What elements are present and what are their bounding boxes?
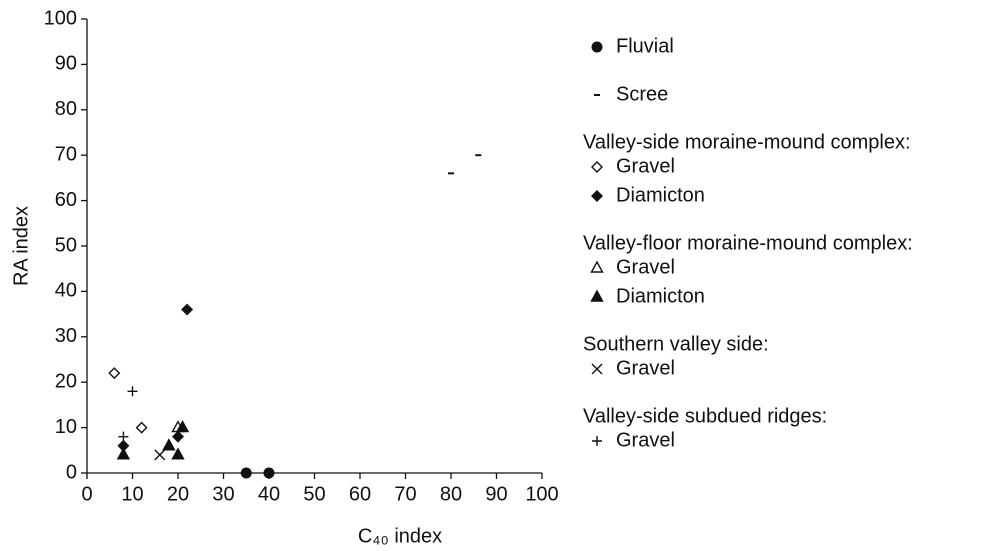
y-tick-label: 80 xyxy=(55,98,77,120)
y-axis-label: RA index xyxy=(10,206,32,286)
y-tick-label: 100 xyxy=(44,7,77,29)
legend-marker xyxy=(592,436,602,446)
x-tick-label: 80 xyxy=(440,483,462,505)
y-tick-label: 30 xyxy=(55,325,77,347)
point xyxy=(171,447,185,460)
x-axis-label: C₄₀ index xyxy=(358,525,442,547)
legend-marker xyxy=(591,190,603,202)
legend-label: Diamicton xyxy=(616,285,705,307)
legend-label: Scree xyxy=(616,83,668,105)
y-tick-label: 20 xyxy=(55,370,77,392)
legend-marker xyxy=(591,161,603,173)
x-tick-label: 20 xyxy=(167,483,189,505)
legend-label: Gravel xyxy=(616,357,675,379)
point xyxy=(135,421,148,434)
legend-marker xyxy=(591,363,603,375)
point xyxy=(127,386,138,397)
point xyxy=(118,431,129,442)
y-tick-label: 50 xyxy=(55,234,77,256)
x-tick-label: 10 xyxy=(121,483,143,505)
x-tick-label: 0 xyxy=(81,483,92,505)
legend-heading: Valley-side subdued ridges: xyxy=(583,405,827,427)
legend-label: Gravel xyxy=(616,256,675,278)
y-tick-label: 10 xyxy=(55,416,77,438)
legend-heading: Southern valley side: xyxy=(583,333,769,355)
point xyxy=(172,430,184,443)
point xyxy=(162,438,176,451)
legend-marker xyxy=(590,260,604,273)
y-tick-label: 60 xyxy=(55,189,77,211)
legend-marker xyxy=(590,289,604,302)
point xyxy=(175,420,190,433)
x-tick-label: 70 xyxy=(394,483,416,505)
point xyxy=(154,449,166,461)
x-tick-label: 40 xyxy=(258,483,280,505)
legend-label: Diamicton xyxy=(616,184,705,206)
y-tick-label: 0 xyxy=(66,461,77,483)
y-tick-label: 40 xyxy=(55,280,77,302)
x-tick-label: 60 xyxy=(349,483,371,505)
legend-label: Gravel xyxy=(616,429,675,451)
point xyxy=(263,467,275,479)
legend-label: Fluvial xyxy=(616,35,674,57)
y-tick-label: 70 xyxy=(55,143,77,165)
legend-marker xyxy=(591,41,603,53)
y-tick-label: 90 xyxy=(55,53,77,75)
legend-label: Gravel xyxy=(616,155,675,177)
x-tick-label: 100 xyxy=(525,483,558,505)
x-tick-label: 50 xyxy=(303,483,325,505)
point xyxy=(181,303,194,316)
legend-heading: Valley-side moraine-mound complex: xyxy=(583,131,911,153)
x-tick-label: 30 xyxy=(212,483,234,505)
point xyxy=(240,467,252,479)
x-tick-label: 90 xyxy=(485,483,507,505)
point xyxy=(108,367,121,380)
legend-heading: Valley-floor moraine-mound complex: xyxy=(583,232,913,254)
point xyxy=(116,447,131,460)
